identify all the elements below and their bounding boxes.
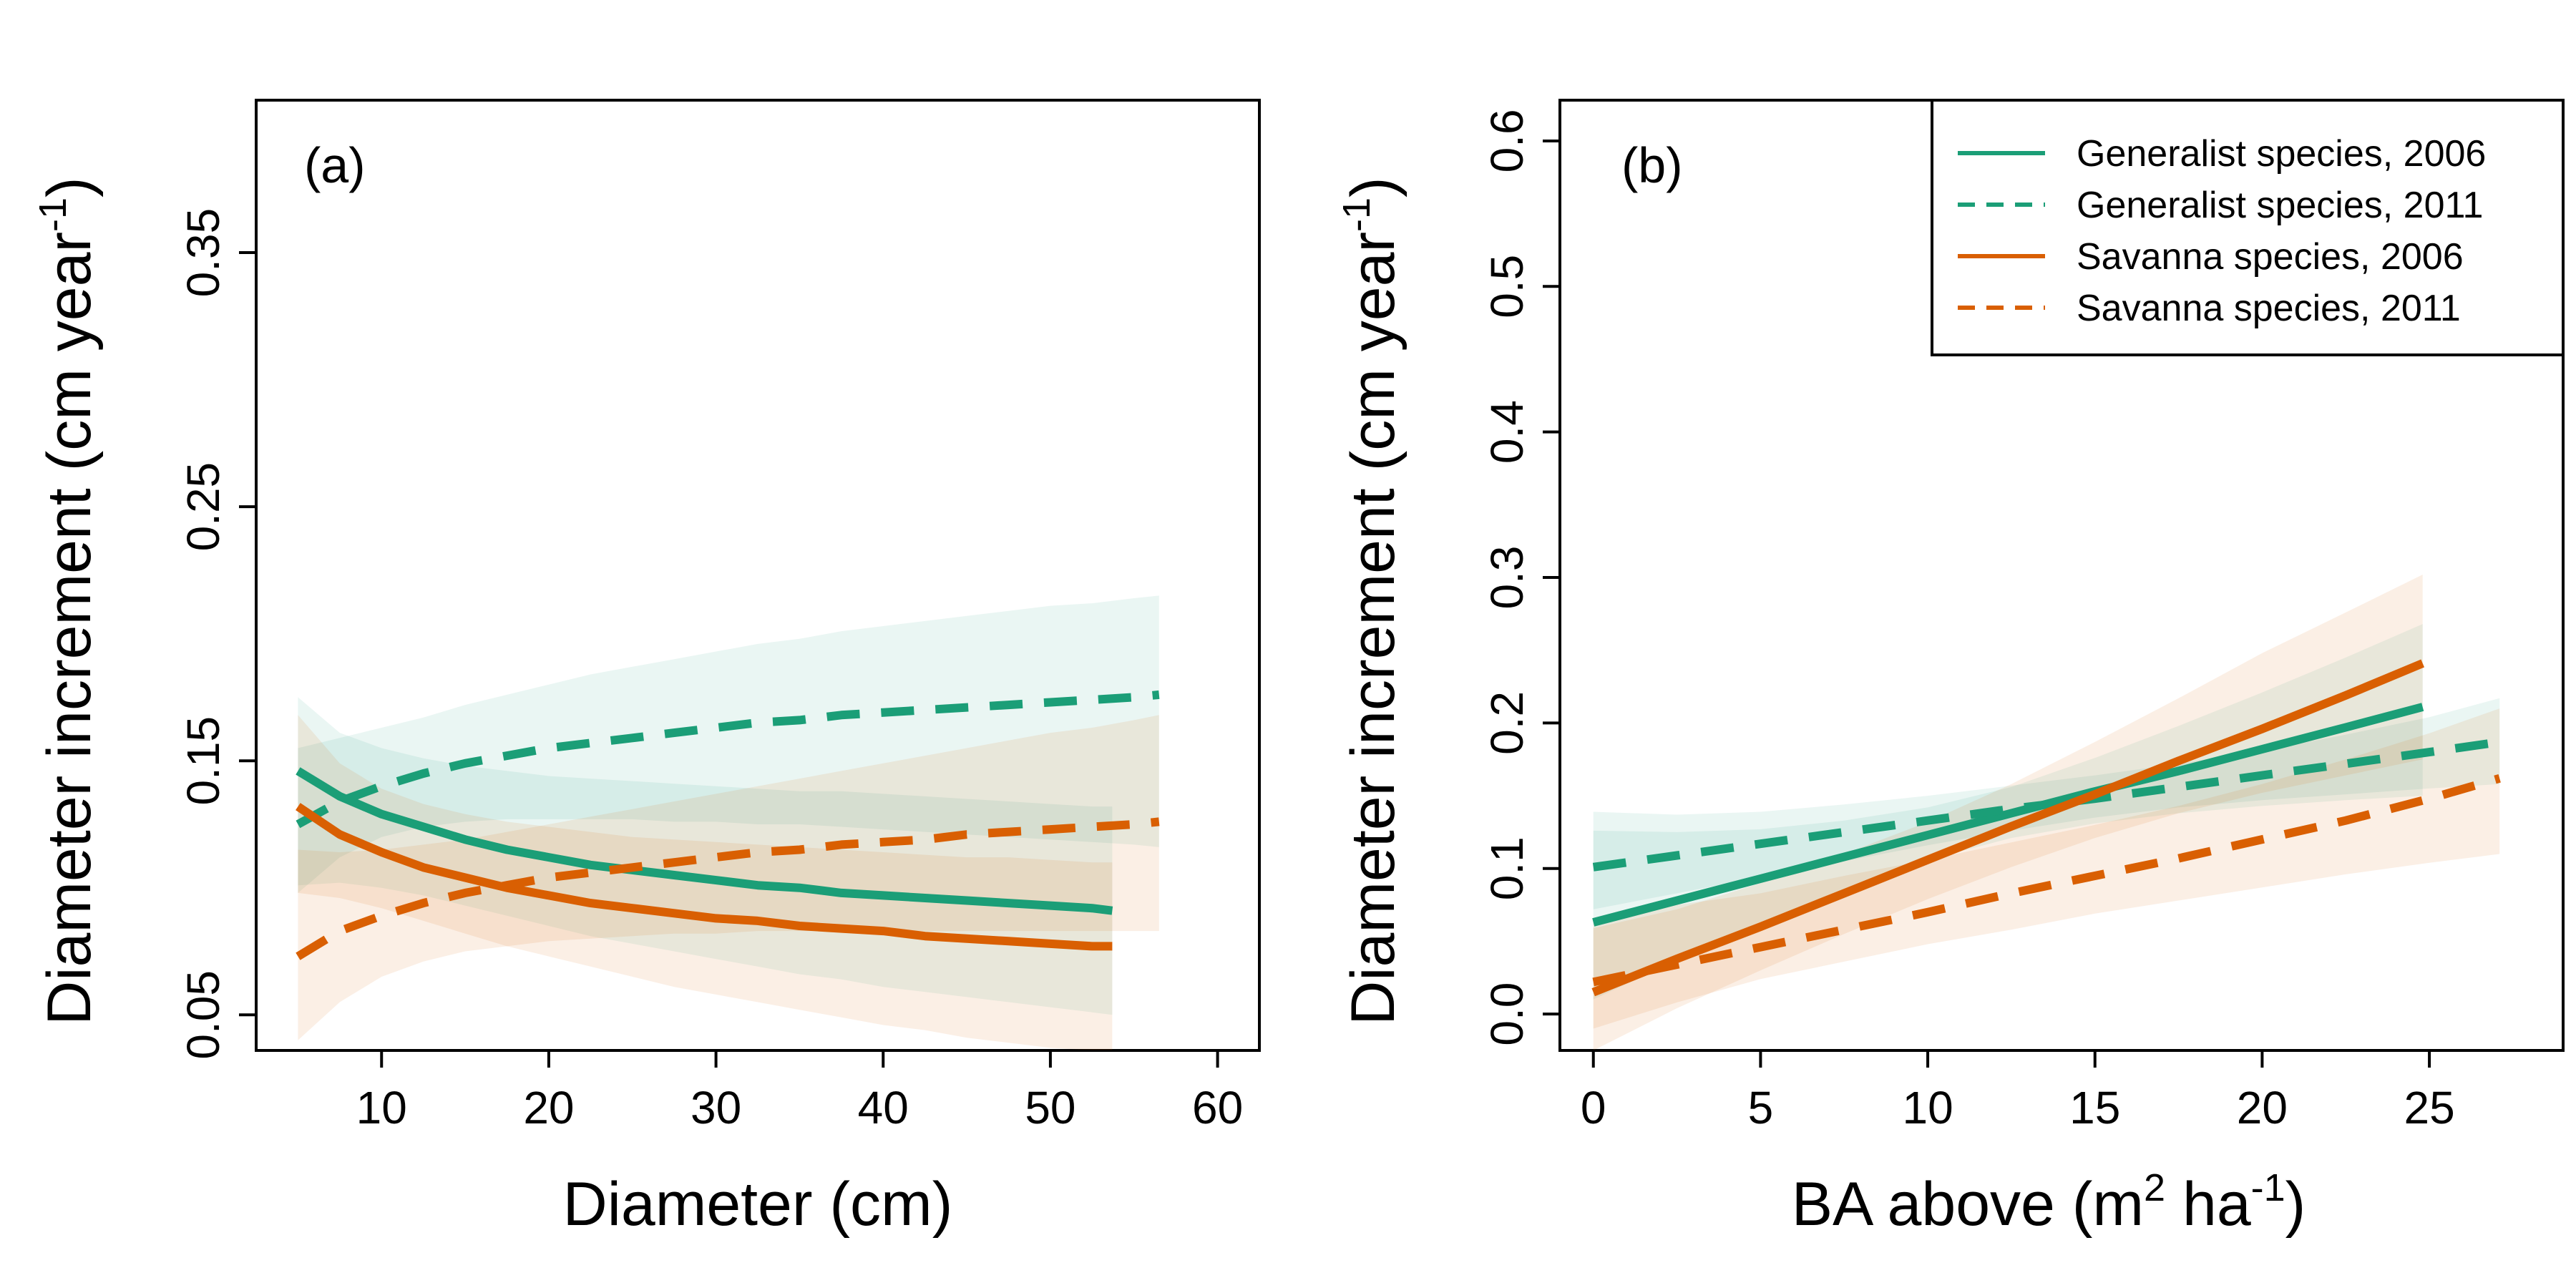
x-tick-label-b: 20 [2237,1082,2288,1133]
y-axis-b: 0.0 0.1 0.2 0.3 0.4 0.5 0.6 [1481,109,1560,1046]
legend-label-0: Generalist species, 2006 [2077,133,2486,175]
y-tick-label-b: 0.6 [1481,109,1533,172]
y-tick-label-a: 0.15 [177,716,229,806]
series-line-a-1 [296,690,1160,829]
x-tick-label-a: 40 [858,1082,909,1133]
panel-label-a: (a) [304,137,366,193]
y-tick-label-b: 0.4 [1481,400,1533,464]
confidence-band-b-3 [1593,708,2500,1029]
legend-label-3: Savanna species, 2011 [2077,288,2461,329]
series-line-b-1 [1592,737,2501,872]
y-tick-label-a: 0.25 [177,462,229,552]
y-tick-label-b: 0.5 [1481,255,1533,318]
x-tick-label-b: 15 [2069,1082,2120,1133]
y-axis-a: 0.05 0.15 0.25 0.35 [177,208,256,1060]
x-tick-label-b: 25 [2404,1082,2454,1133]
y-axis-title-b: Diameter increment (cm year-1) [1335,177,1407,1025]
y-tick-label-b: 0.0 [1481,982,1533,1046]
panel-a: 10 20 30 40 50 60 0.05 0.15 0.25 0.35 (a) Diamet… [31,99,1261,1239]
fitted-lines-b [1591,659,2501,997]
y-tick-label-b: 0.2 [1481,691,1533,755]
legend-box [1931,99,2565,356]
fitted-lines-a [296,690,1160,960]
series-line-b-2 [1591,659,2425,997]
x-tick-label-a: 60 [1192,1082,1243,1133]
y-tick-label-b: 0.1 [1481,836,1533,900]
panel-label-b: (b) [1621,137,1683,193]
x-tick-label-a: 20 [523,1082,574,1133]
x-tick-label-a: 10 [356,1082,407,1133]
legend-label-1: Generalist species, 2011 [2077,185,2483,226]
series-line-a-2 [296,803,1113,951]
x-tick-label-b: 5 [1748,1082,1774,1133]
legend: Generalist species, 2006 Generalist speci… [1931,99,2565,356]
y-tick-label-a: 0.05 [177,970,229,1060]
x-axis-b: 0 5 10 15 20 25 [1581,1050,2455,1133]
y-axis-title-a: Diameter increment (cm year-1) [31,177,104,1025]
series-line-a-3 [296,817,1160,960]
plot-frame-a [255,99,1261,1052]
legend-entries: Generalist species, 2006 Generalist speci… [1958,133,2486,329]
x-axis-title-a: Diameter (cm) [563,1170,953,1239]
confidence-band-a-1 [298,595,1159,893]
series-line-b-3 [1592,774,2501,987]
series-line-b-0 [1592,703,2424,927]
panel-b: 0 5 10 15 20 25 0.0 0.1 0.2 0.3 0.4 0.5 0.6 (b) BA … [1335,99,2565,1239]
x-tick-label-b: 10 [1902,1082,1953,1133]
y-tick-label-a: 0.35 [177,208,229,298]
legend-label-2: Savanna species, 2006 [2077,236,2464,278]
y-tick-label-b: 0.3 [1481,546,1533,610]
x-axis-a: 10 20 30 40 50 60 [356,1050,1243,1133]
x-tick-label-b: 0 [1581,1082,1606,1133]
series-line-a-0 [296,767,1113,915]
x-tick-label-a: 50 [1025,1082,1075,1133]
x-tick-label-a: 30 [691,1082,741,1133]
x-axis-title-b: BA above (m2 ha-1) [1792,1166,2306,1239]
